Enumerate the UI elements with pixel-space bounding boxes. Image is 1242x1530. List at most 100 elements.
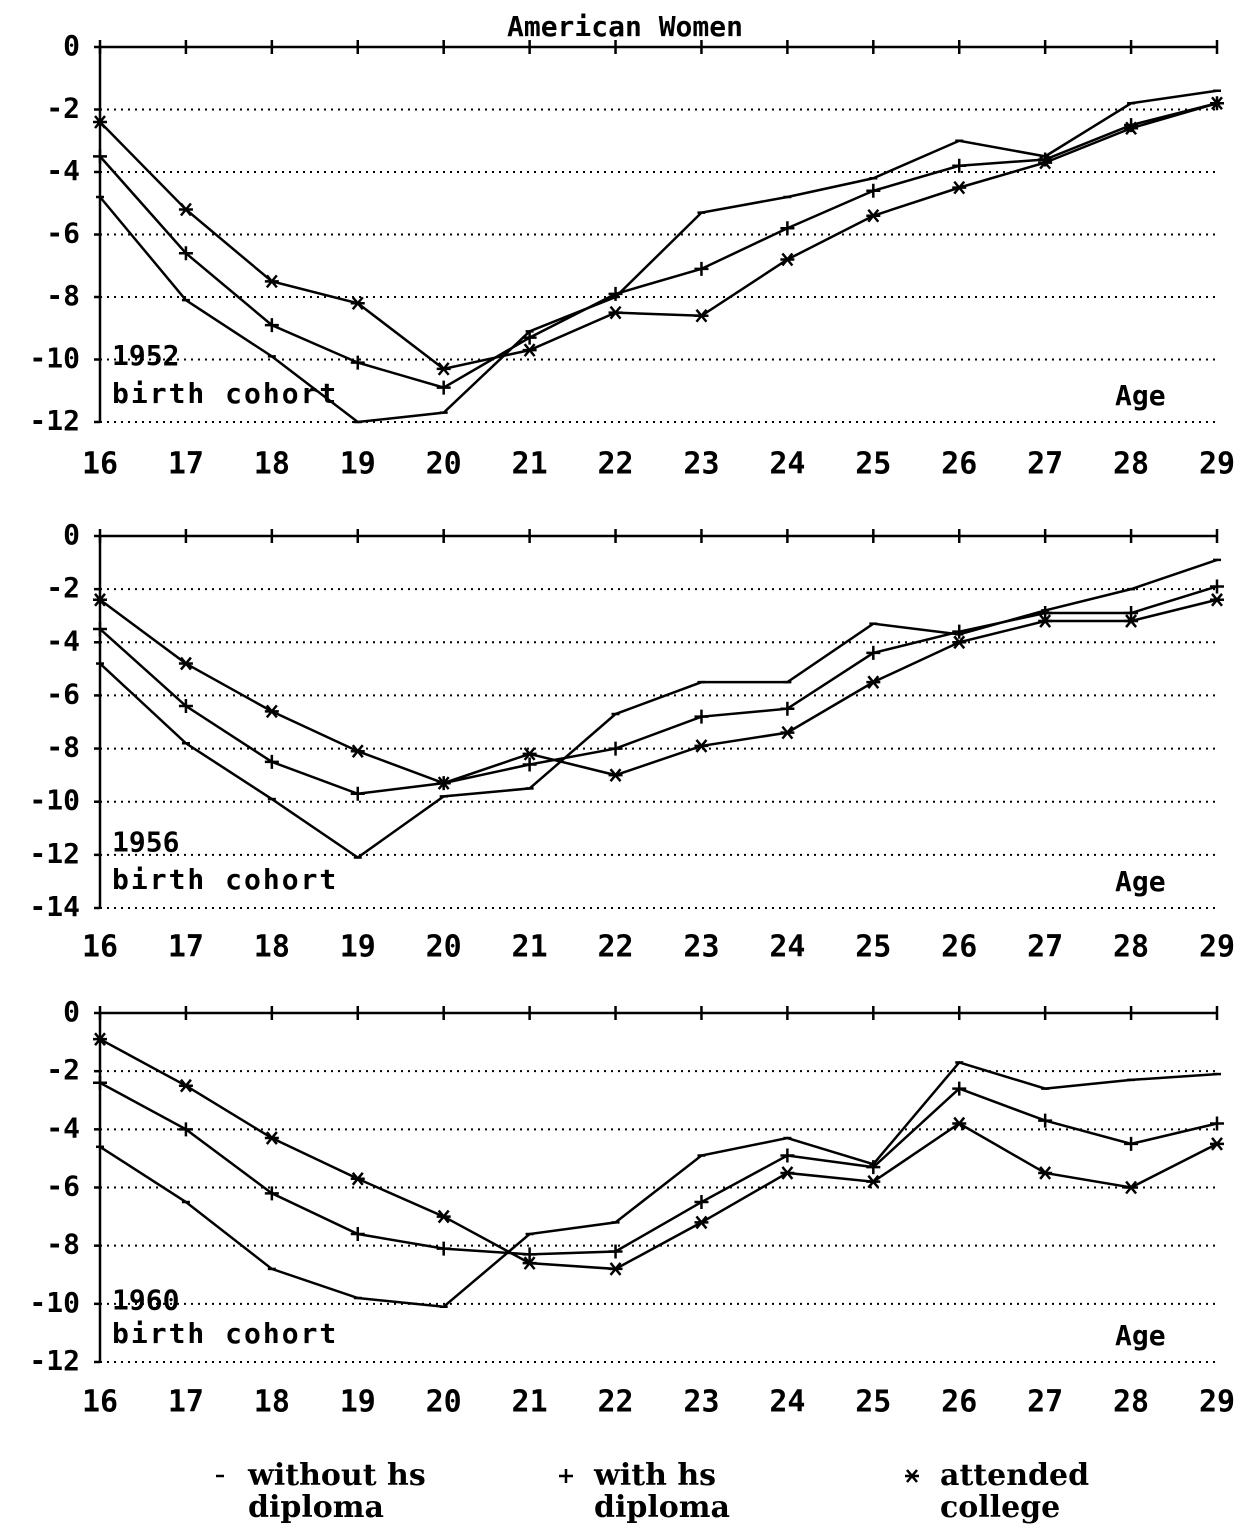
cohort-year: 1952 [112,339,179,372]
point-marker [866,1160,881,1175]
y-tick-label: -2 [46,571,80,604]
point-marker [780,1166,795,1180]
x-tick-label: 27 [1027,447,1063,482]
y-tick-label: 0 [63,29,80,62]
series-line [99,1061,1218,1309]
y-tick-label: -6 [46,677,80,710]
point-marker [1124,1180,1139,1195]
point-marker [780,252,795,267]
x-axis-label: Age [1115,1319,1166,1352]
point-marker [178,202,193,217]
point-marker [608,1262,623,1276]
point-marker [350,355,365,370]
point-marker [178,1078,193,1093]
point-marker [952,1116,967,1131]
series-line [99,1038,1218,1271]
x-tick-label: 26 [941,930,977,965]
series-line [99,102,1218,389]
point-marker [694,308,709,323]
legend-label: without hs diploma [248,1458,426,1525]
point-marker [952,624,967,639]
point-marker [780,725,795,740]
y-tick-label: -2 [46,1053,80,1086]
point-marker [694,739,709,753]
x-tick-label: 29 [1199,447,1235,482]
y-tick-label: -8 [46,731,80,764]
y-tick-label: -4 [46,624,80,657]
x-tick-label: 19 [340,1385,376,1420]
point-marker [522,747,537,761]
legend-marker [559,1469,573,1483]
legend-symbol [559,1469,573,1483]
y-tick-label: -12 [29,1344,80,1377]
point-marker [608,305,623,320]
point-marker [1210,579,1224,594]
x-tick-label: 24 [769,1385,805,1420]
x-tick-label: 28 [1113,1385,1149,1420]
point-marker [1038,606,1053,621]
x-tick-label: 19 [340,930,376,965]
point-marker [866,183,881,198]
x-tick-label: 23 [683,447,719,482]
point-marker [93,1032,107,1046]
y-tick-label: 0 [63,518,80,551]
x-tick-label: 27 [1027,1385,1063,1420]
point-marker [93,622,107,636]
y-tick-label: -4 [46,1111,80,1144]
x-tick-label: 22 [597,447,633,482]
point-marker [264,704,279,719]
x-axis-label: Age [1115,865,1166,898]
point-marker [522,343,537,357]
point-marker [522,1256,537,1270]
point-marker [178,1122,193,1137]
point-marker [264,274,279,289]
point-marker [608,1244,623,1259]
point-marker [780,1148,795,1163]
point-marker [350,1171,365,1186]
point-marker [350,786,365,801]
y-tick-label: -4 [46,154,80,187]
point-marker [780,701,795,716]
x-tick-label: 16 [82,930,118,965]
point-marker [522,330,537,345]
chart-title: American Women [507,10,743,43]
point-marker [178,246,193,261]
series-line [99,89,1218,424]
x-tick-label: 24 [769,447,805,482]
point-marker [93,115,107,129]
point-marker [1038,1113,1053,1128]
x-tick-label: 17 [168,447,204,482]
point-marker [1124,1136,1139,1151]
x-tick-label: 27 [1027,930,1063,965]
x-tick-label: 18 [254,447,290,482]
y-tick-label: -14 [29,890,80,923]
x-tick-label: 21 [512,930,548,965]
y-tick-label: -10 [29,784,80,817]
y-tick-label: -12 [29,404,80,437]
point-marker [522,757,537,772]
y-tick-label: -10 [29,342,80,375]
x-tick-label: 29 [1199,930,1235,965]
point-marker [952,1081,967,1096]
legend-symbol [905,1469,919,1483]
point-marker [1210,1116,1224,1131]
y-tick-label: -8 [46,279,80,312]
point-marker [694,1215,709,1230]
x-tick-label: 23 [683,1385,719,1420]
point-marker [866,675,881,689]
point-marker [264,1131,279,1145]
point-marker [93,1075,107,1090]
point-marker [436,1209,451,1224]
point-marker [1038,1166,1053,1180]
x-tick-label: 19 [340,447,376,482]
point-marker [952,180,967,195]
x-tick-label: 25 [855,930,891,965]
x-tick-label: 23 [683,930,719,965]
x-tick-label: 20 [426,447,462,482]
series-line [99,585,1218,796]
cohort-label: birth cohort [112,377,338,410]
point-marker [522,1247,537,1262]
point-marker [264,1186,279,1201]
x-tick-label: 22 [597,930,633,965]
